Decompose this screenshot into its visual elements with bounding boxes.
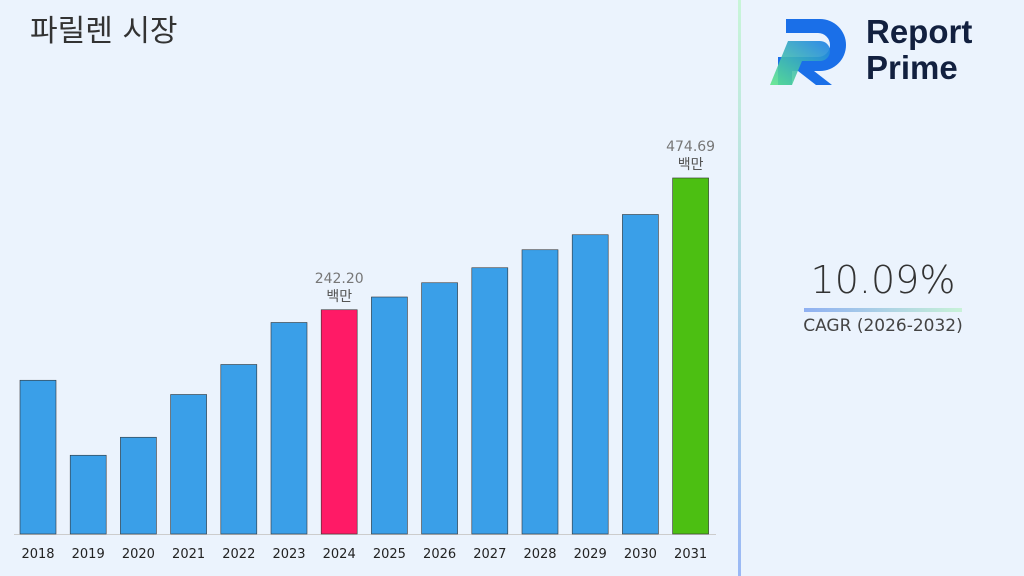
bar-2025: [371, 296, 408, 535]
x-tick-label: 2026: [423, 547, 456, 562]
x-tick-label: 2025: [373, 547, 406, 562]
x-tick-label: 2028: [523, 547, 556, 562]
bar-2029: [571, 234, 609, 535]
x-tick-label: 2029: [574, 547, 607, 562]
data-label-value: 242.20: [315, 271, 364, 287]
bar-2018: [19, 379, 57, 535]
chart-title: 파릴렌 시장: [30, 14, 178, 49]
bar-2021: [170, 394, 207, 535]
cagr-value: 10.09%: [810, 258, 956, 302]
x-tick-label: 2023: [272, 547, 305, 562]
logo-line2: Prime: [866, 49, 958, 86]
data-label-unit: 백만: [326, 289, 352, 305]
report-prime-logo: Report Prime: [768, 14, 972, 86]
x-tick-label: 2018: [21, 547, 54, 562]
logo-line1: Report: [866, 13, 973, 50]
bar-2024: [320, 309, 358, 535]
x-tick-label: 2019: [72, 547, 105, 562]
bar-2019: [69, 454, 107, 535]
bar-2022: [220, 364, 258, 535]
bar-chart: 2018 2019 2020 2021 2022 2023 2024 2025 2026 2027…: [14, 139, 716, 562]
bar-2027: [471, 267, 509, 535]
x-tick-label: 2027: [473, 547, 506, 562]
x-tick-label: 2031: [674, 547, 707, 562]
bar-2028: [521, 249, 559, 535]
bar-2020: [120, 436, 157, 535]
data-label-value: 474.69: [666, 139, 715, 155]
divider: [738, 0, 741, 576]
x-tick-label: 2020: [122, 547, 155, 562]
bar-2031: [672, 177, 709, 535]
bar-2026: [421, 282, 458, 535]
x-tick-label: 2030: [624, 547, 657, 562]
x-tick-label: 2024: [323, 547, 356, 562]
data-label-unit: 백만: [678, 157, 704, 173]
bar-2023: [270, 322, 308, 535]
x-tick-label: 2022: [222, 547, 255, 562]
bar-2030: [622, 214, 659, 535]
cagr-underline: [804, 308, 962, 312]
x-tick-label: 2021: [172, 547, 205, 562]
cagr-label: CAGR (2026-2032): [803, 316, 963, 336]
logo-mark-icon: [770, 19, 846, 85]
